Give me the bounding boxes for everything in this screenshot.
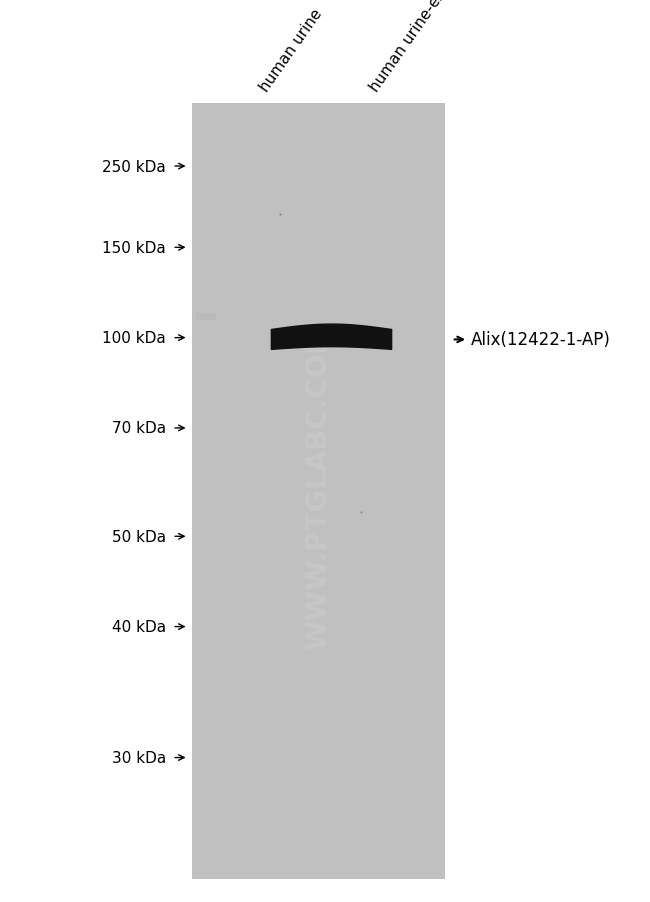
Text: 40 kDa: 40 kDa <box>112 620 166 634</box>
Polygon shape <box>272 325 391 350</box>
Text: Alix(12422-1-AP): Alix(12422-1-AP) <box>471 331 611 349</box>
Text: human urine-exo: human urine-exo <box>367 0 454 95</box>
Text: 30 kDa: 30 kDa <box>112 750 166 765</box>
Text: 250 kDa: 250 kDa <box>102 160 166 174</box>
Bar <box>196 314 216 321</box>
Text: 50 kDa: 50 kDa <box>112 529 166 544</box>
Text: 100 kDa: 100 kDa <box>102 331 166 345</box>
Text: 70 kDa: 70 kDa <box>112 421 166 436</box>
Text: WWW.PTGLABC.COM: WWW.PTGLABC.COM <box>304 325 333 649</box>
Bar <box>192 104 445 879</box>
Text: human urine: human urine <box>257 6 325 95</box>
Text: 150 kDa: 150 kDa <box>102 241 166 255</box>
